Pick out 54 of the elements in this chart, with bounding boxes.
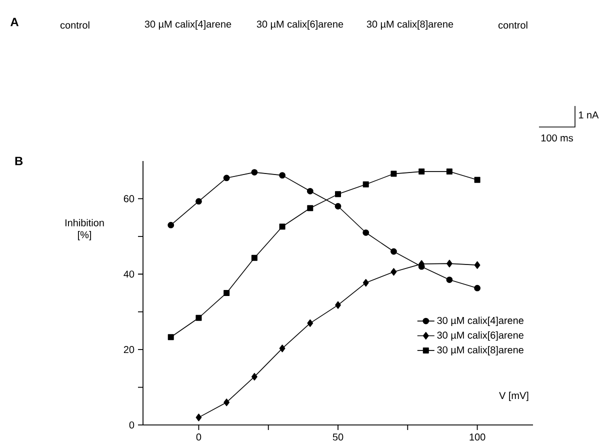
point <box>251 372 258 381</box>
point <box>168 334 174 340</box>
point <box>446 168 452 175</box>
point <box>362 279 369 287</box>
point <box>446 276 453 283</box>
y-tick-label: 60 <box>124 195 134 202</box>
point <box>362 229 370 236</box>
point <box>196 314 202 321</box>
point <box>307 205 314 212</box>
point <box>251 254 258 261</box>
point <box>390 248 397 255</box>
text: B <box>15 156 23 166</box>
legend-label: 30 µM calix[8]arene <box>437 346 524 356</box>
point <box>279 344 286 352</box>
point <box>196 198 202 205</box>
point <box>362 181 369 188</box>
point <box>418 168 425 175</box>
x-tick-label: 100 <box>470 434 486 441</box>
point <box>335 191 342 198</box>
text: 100 ms <box>541 134 573 142</box>
y-axis-title: Inhibition [%] <box>65 219 104 240</box>
point <box>474 284 480 292</box>
text: control <box>60 21 90 29</box>
text: 30 µM calix[4]arene <box>144 20 232 30</box>
point <box>196 414 202 422</box>
point <box>168 222 174 228</box>
point <box>446 260 452 268</box>
point <box>251 169 258 176</box>
point <box>307 319 314 327</box>
point <box>390 170 397 177</box>
point <box>224 398 230 406</box>
point <box>335 301 341 309</box>
y-tick-label: 20 <box>124 346 134 354</box>
point <box>306 188 314 194</box>
text: A <box>10 18 19 26</box>
y-tick-label: 0 <box>129 421 134 429</box>
text: 30 µM calix[6]arene <box>256 20 344 30</box>
x-tick-label: 0 <box>196 434 202 441</box>
text: control <box>498 21 528 29</box>
point <box>223 174 230 182</box>
text: 1 nA <box>578 112 599 118</box>
x-axis-title: V [mV] <box>499 392 528 402</box>
legend-label: 30 µM calix[4]arene <box>437 316 524 326</box>
point <box>474 176 480 183</box>
x-tick-label: 50 <box>332 434 344 441</box>
point <box>279 224 286 230</box>
point <box>224 290 230 296</box>
legend-label: 30 µM calix[6]arene <box>437 331 524 341</box>
point <box>474 261 480 269</box>
y-tick-label: 40 <box>124 270 134 278</box>
point <box>279 172 286 179</box>
point <box>334 203 342 210</box>
point <box>390 268 397 276</box>
text: 30 µM calix[8]arene <box>366 20 454 30</box>
